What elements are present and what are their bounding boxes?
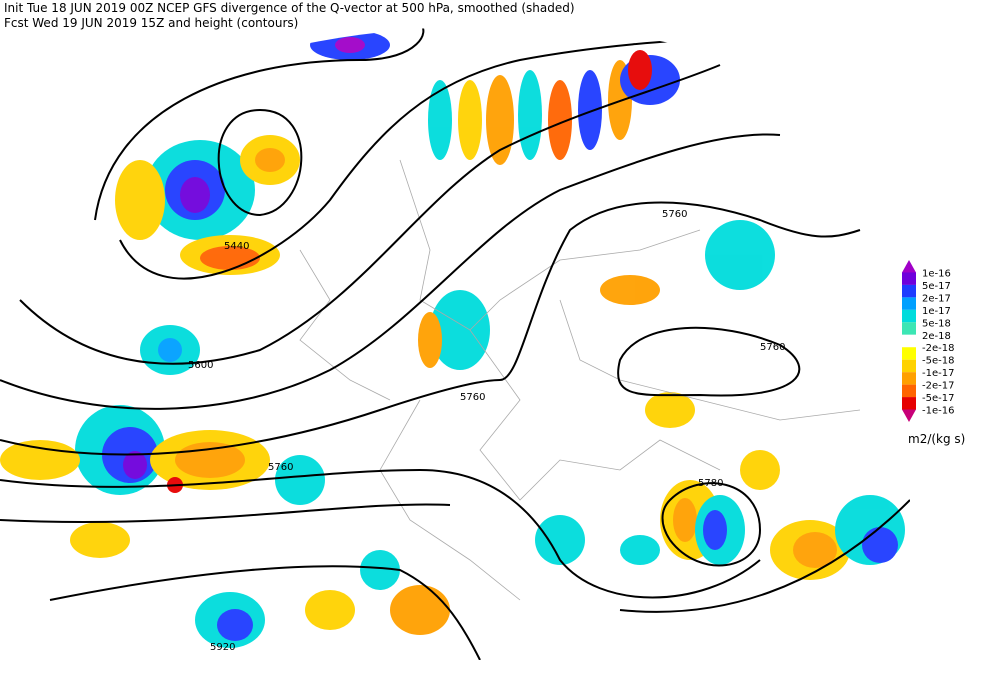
contour-label: 5760 [760,342,785,353]
shading [0,30,905,648]
legend-label: -2e-18 [922,343,954,354]
legend-label: 1e-17 [922,306,951,317]
legend-swatch [902,260,916,273]
legend-label: 2e-18 [922,331,951,342]
contour-label: 5760 [662,209,687,220]
legend-swatch [902,372,916,385]
legend-swatch [902,397,916,410]
contour-label: 5760 [268,462,293,473]
legend-label: -1e-17 [922,368,954,379]
contour-label: 5760 [460,392,485,403]
header-line-1: Init Tue 18 JUN 2019 00Z NCEP GFS diverg… [4,1,575,15]
borders [299,159,861,601]
contour-label: 5920 [210,642,235,653]
contour-label: 5440 [224,241,249,252]
legend-label: 5e-17 [922,281,951,292]
legend-label: -2e-17 [922,381,954,392]
legend-label: 1e-16 [922,268,951,279]
legend-swatch [902,359,916,373]
legend-label: 5e-18 [922,318,951,329]
legend-swatch [902,284,916,298]
legend-swatch [902,347,916,360]
header-line-2: Fcst Wed 19 JUN 2019 15Z and height (con… [4,16,298,30]
legend-swatch [902,334,916,348]
legend-swatch [902,322,916,335]
legend-label: -1e-16 [922,406,954,417]
legend-swatch [902,297,916,310]
legend-swatch [902,409,916,422]
legend-unit: m2/(kg s) [908,432,965,446]
legend-swatch [902,384,916,398]
legend-swatch [902,272,916,285]
legend-swatch [902,309,916,323]
contours [0,26,910,660]
contour-label: 5780 [698,478,723,489]
legend-label: 2e-17 [922,293,951,304]
contour-label: 5600 [188,360,213,371]
legend-label: -5e-18 [922,356,954,367]
contour-labels: 5440 5600 5760 5760 5760 5760 5780 5920 [188,209,785,653]
legend-label: -5e-17 [922,393,954,404]
